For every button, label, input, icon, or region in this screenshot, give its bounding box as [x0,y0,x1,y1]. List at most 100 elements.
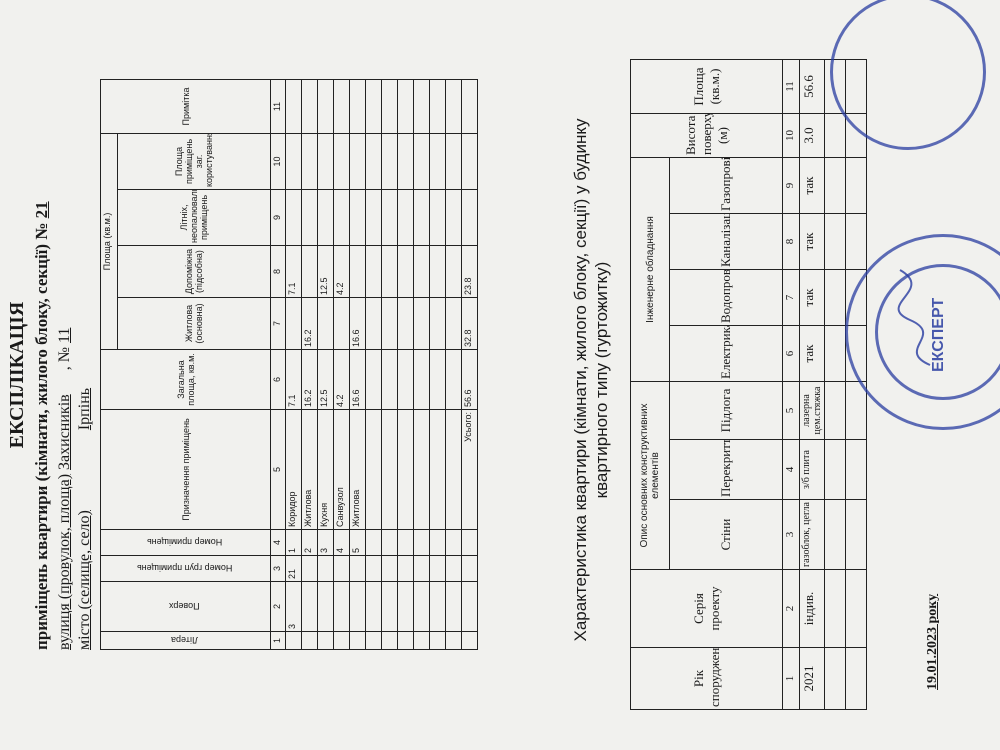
text: 1 2 3 4 5 6 7 8 9 10 11 [270,79,286,650]
cell: Загальна площа, кв.м. [100,349,271,410]
column-number: 8 [270,245,286,298]
cell [333,555,350,582]
stamp [830,0,986,150]
cell [461,581,478,632]
text: Захисників [56,394,73,470]
column-number: 4 [782,439,800,500]
cell [824,499,846,570]
cell: Опис основних конструктивних елементів [630,381,670,570]
cell [845,499,867,570]
cell [429,245,446,298]
cell: 12.5 [317,349,334,410]
cell: так [799,157,825,214]
text: 1 2 3 4 5 6 7 8 9 10 11 [782,59,800,710]
cell [824,113,846,158]
cell: 5 [349,529,366,556]
address-line: вулиця (провулок, площа) Захисників , № … [56,328,74,650]
table-row: 5 Житлова 16.6 16.6 [349,79,366,650]
cell [413,581,430,632]
cell [349,189,366,246]
cell [349,133,366,190]
cell: Допоміжна (підсобна) [117,245,271,298]
cell [365,631,382,650]
table-row [445,79,462,650]
cell [301,631,318,650]
cell [824,213,846,270]
cell [317,79,334,134]
cell [301,245,318,298]
cell [845,157,867,214]
cell: 56.6 [461,349,478,410]
cell: 3 [317,529,334,556]
cell [397,409,414,530]
cell: так [799,269,825,326]
column-number: 6 [270,349,286,410]
cell: 2021 [799,647,825,710]
cell [365,297,382,350]
cell: Електрика [669,325,783,382]
text: , № [56,347,73,371]
cell [445,245,462,298]
cell [824,157,846,214]
cell: Санвузол [333,409,350,530]
cell [429,581,446,632]
cell [365,133,382,190]
cell: 16.2 [301,349,318,410]
cell [413,631,430,650]
cell [317,555,334,582]
text: Ірпінь [76,387,93,431]
address-line: місто (селище, село) Ірпінь [76,388,94,650]
cell [381,349,398,410]
cell [397,297,414,350]
cell: Примітка [100,79,271,134]
cell: 2 [301,529,318,556]
table-row: 3 21 1 Коридор 7.1 7.1 [285,79,302,650]
cell [413,79,430,134]
column-number: 10 [270,133,286,190]
cell [349,245,366,298]
cell: Газопровід [669,157,783,214]
column-number: 11 [782,59,800,114]
cell [285,189,302,246]
cell: 3 [285,581,302,632]
cell: Номер приміщень [100,529,271,556]
column-number: 9 [782,157,800,214]
section-title: Характеристика квартири (кімнати, жилого… [571,118,611,642]
cell [301,79,318,134]
cell: Коридор [285,409,302,530]
cell [365,349,382,410]
column-number: 7 [782,269,800,326]
cell [317,581,334,632]
text: Поверх [169,601,200,612]
cell [824,269,846,326]
cell [365,79,382,134]
cell: Площа (кв.м.) [630,59,783,114]
cell [381,133,398,190]
text: 21 [32,201,51,219]
column-number: 9 [270,189,286,246]
cell [461,189,478,246]
cell: 21 [285,555,302,582]
cell [445,529,462,556]
column-number: 7 [270,297,286,350]
cell [461,133,478,190]
cell [429,189,446,246]
column-number: 5 [782,381,800,440]
cell [845,569,867,648]
text [824,59,846,710]
cell: з/б плита [799,439,825,500]
cell: 7.1 [285,349,302,410]
text: 11 [56,327,73,344]
cell [413,133,430,190]
cell [845,647,867,710]
cell: 4.2 [333,349,350,410]
cell [445,297,462,350]
cell [413,245,430,298]
text: 2021 індив. газоблок, цегла з/б плита лазерн… [799,59,825,710]
column-number: 8 [782,213,800,270]
cell [301,189,318,246]
cell [301,581,318,632]
